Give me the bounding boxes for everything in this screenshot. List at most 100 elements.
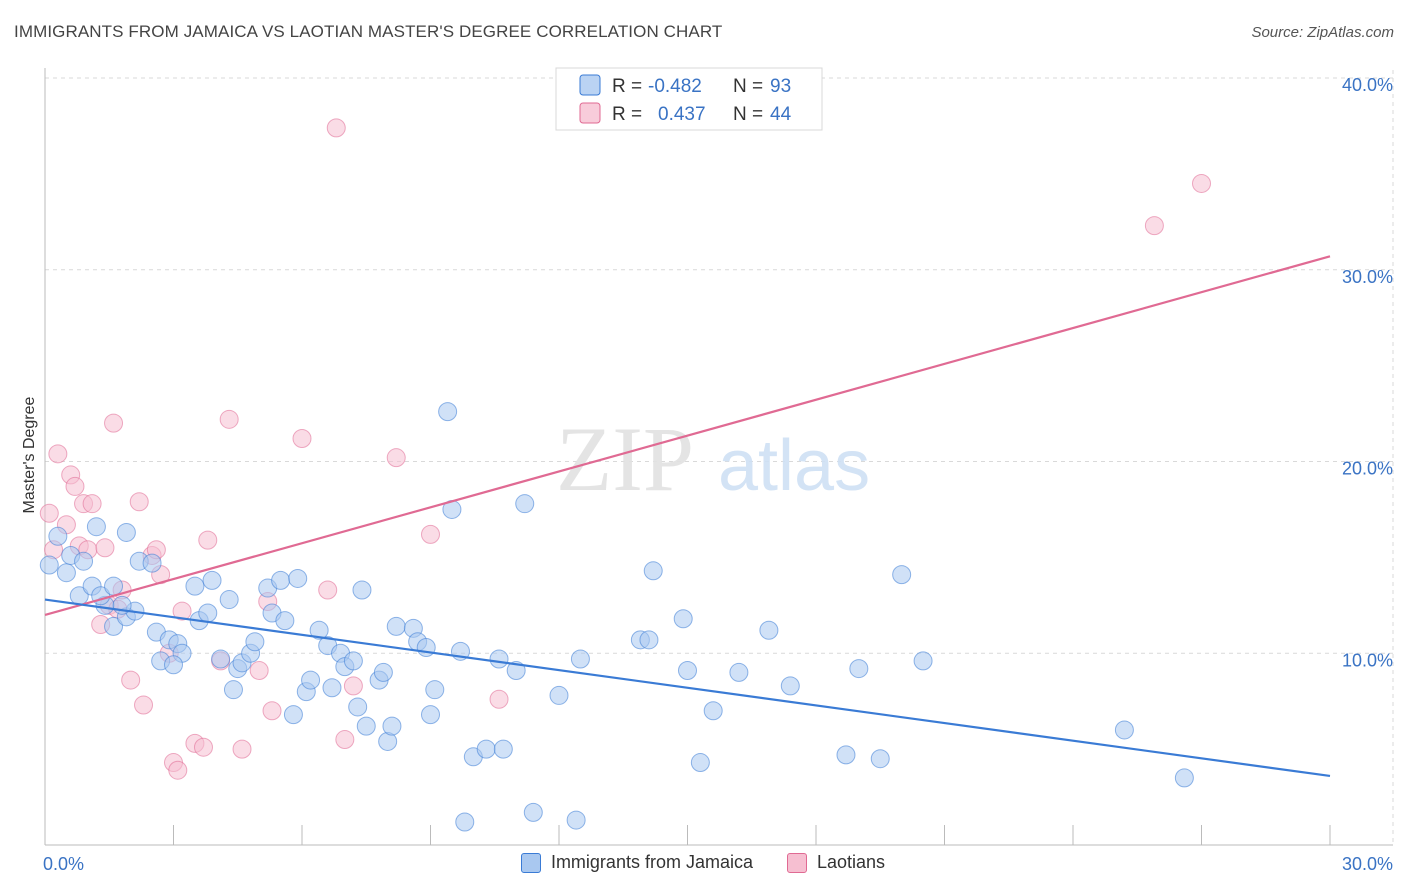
laotians-point <box>168 760 188 780</box>
laotians-point <box>39 503 59 523</box>
jamaica-point <box>849 659 869 679</box>
jamaica-point <box>493 739 513 759</box>
jamaica-point <box>185 576 205 596</box>
jamaica-point <box>116 522 136 542</box>
stats-n-value-blue: 93 <box>770 76 791 97</box>
jamaica-point <box>211 649 231 669</box>
laotians-point <box>193 737 213 757</box>
laotians-point <box>82 494 102 514</box>
jamaica-point <box>104 616 124 636</box>
jamaica-point <box>74 551 94 571</box>
laotians-point <box>343 676 363 696</box>
jamaica-point <box>515 494 535 514</box>
jamaica-point <box>356 716 376 736</box>
jamaica-point <box>48 526 68 546</box>
jamaica-point <box>322 678 342 698</box>
jamaica-point <box>570 649 590 669</box>
jamaica-point <box>870 749 890 769</box>
jamaica-point <box>476 739 496 759</box>
jamaica-point <box>309 620 329 640</box>
jamaica-point <box>142 553 162 573</box>
jamaica-point <box>86 517 106 537</box>
jamaica-point <box>198 603 218 623</box>
laotians-point <box>198 530 218 550</box>
jamaica-point <box>223 680 243 700</box>
y-axis-label: Master's Degree <box>21 396 38 513</box>
source-label: Source: ZipAtlas.com <box>1251 24 1394 41</box>
watermark: ZIP atlas <box>556 408 870 510</box>
stats-swatch-blue <box>579 74 601 96</box>
jamaica-point <box>202 570 222 590</box>
laotians-point <box>335 730 355 750</box>
jamaica-point <box>271 570 291 590</box>
laotians-point <box>262 701 282 721</box>
y-tick-label: 40.0% <box>1342 75 1393 95</box>
jamaica-point <box>219 590 239 610</box>
jamaica-point <box>643 561 663 581</box>
jamaica-point <box>913 651 933 671</box>
jamaica-point <box>56 563 76 583</box>
jamaica-point <box>1114 720 1134 740</box>
legend-label-jamaica: Immigrants from Jamaica <box>550 852 753 872</box>
stats-r-label-blue: R = <box>612 76 642 97</box>
chart-title: IMMIGRANTS FROM JAMAICA VS LAOTIAN MASTE… <box>14 22 723 41</box>
stats-swatch-pink <box>579 102 601 124</box>
y-tick-label: 30.0% <box>1342 267 1393 287</box>
laotians-point <box>129 492 149 512</box>
jamaica-point <box>489 649 509 669</box>
laotians-point <box>421 524 440 544</box>
jamaica-point <box>836 745 856 765</box>
laotians-point <box>104 413 124 433</box>
jamaica-point <box>348 697 368 717</box>
laotians-point <box>172 601 192 621</box>
jamaica-point <box>386 616 406 636</box>
laotians-point <box>219 409 239 429</box>
legend-item-jamaica[interactable]: Immigrants from Jamaica <box>520 852 753 873</box>
y-tick-label: 10.0% <box>1342 650 1393 670</box>
jamaica-point <box>549 685 569 705</box>
jamaica-point <box>780 676 800 696</box>
jamaica-point <box>352 580 372 600</box>
jamaica-point <box>759 620 779 640</box>
jamaica-point <box>288 568 308 588</box>
axis-layer <box>44 68 1393 846</box>
jamaica-point <box>301 670 321 690</box>
jamaica-point <box>639 630 659 650</box>
stats-r-value-pink: 0.437 <box>658 104 706 125</box>
laotians-point <box>386 448 406 468</box>
watermark-zip: ZIP <box>556 408 694 510</box>
legend-item-laotians[interactable]: Laotians <box>786 852 885 873</box>
laotians-point <box>48 444 68 464</box>
jamaica-point <box>39 555 59 575</box>
laotians-point <box>121 670 141 690</box>
laotians-point <box>249 661 269 681</box>
jamaica-point <box>438 402 458 422</box>
points-layer <box>39 118 1211 832</box>
grid-layer <box>45 70 1394 845</box>
trend-layer <box>44 255 1331 778</box>
jamaica-point <box>506 661 526 681</box>
laotians-point <box>489 689 509 709</box>
laotians-point <box>1192 173 1211 193</box>
laotians-point <box>292 428 312 448</box>
stats-n-label-pink: N = <box>733 104 763 125</box>
jamaica-point <box>523 802 543 822</box>
jamaica-point <box>245 632 265 652</box>
laotians-point <box>326 118 346 138</box>
jamaica-point <box>1174 768 1194 788</box>
legend-swatch-jamaica <box>520 852 541 873</box>
laotians-point <box>232 739 252 759</box>
x-tick-label-start: 0.0% <box>43 854 84 874</box>
jamaica-point <box>373 662 393 682</box>
laotians-point <box>134 695 154 715</box>
legend-swatch-laotians <box>786 852 807 873</box>
watermark-atlas: atlas <box>718 426 870 506</box>
jamaica-point <box>164 655 183 675</box>
jamaica-point <box>729 662 749 682</box>
jamaica-point <box>275 611 295 631</box>
tick-label-layer: 10.0% 20.0% 30.0% 40.0% 0.0% 30.0% <box>43 75 1393 874</box>
jamaica-point <box>425 680 445 700</box>
laotians-point <box>65 476 85 496</box>
laotians-trend-line <box>44 255 1331 616</box>
